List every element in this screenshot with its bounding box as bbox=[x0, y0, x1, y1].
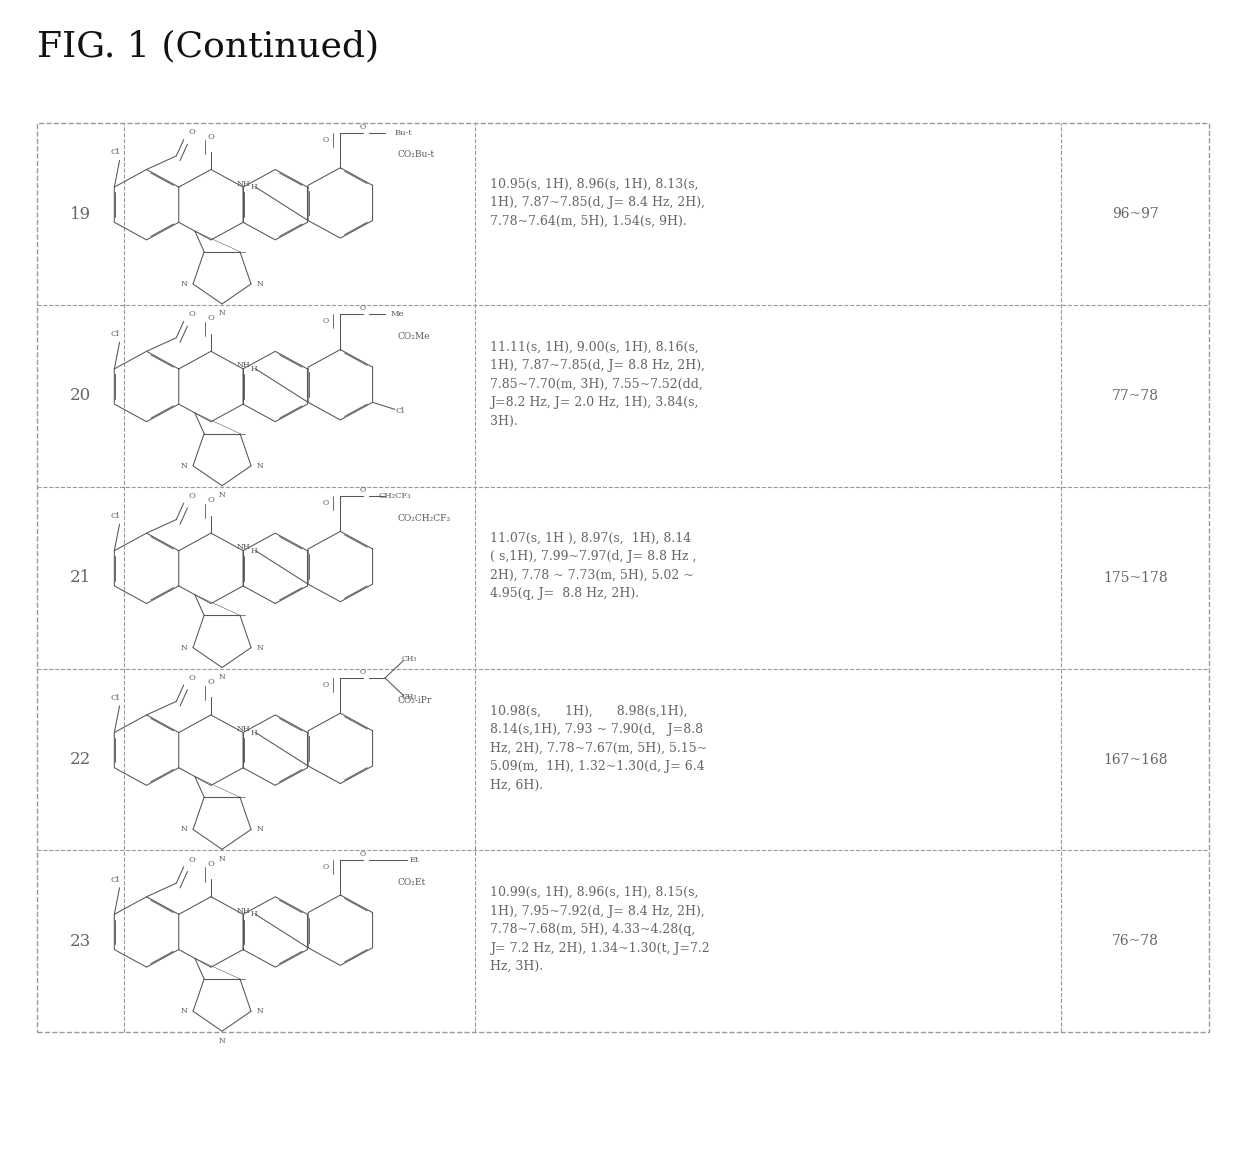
Text: O: O bbox=[188, 493, 196, 500]
Text: O: O bbox=[207, 860, 215, 868]
Text: O: O bbox=[360, 487, 366, 494]
Text: O: O bbox=[360, 669, 366, 676]
Text: 21: 21 bbox=[69, 569, 92, 586]
Text: Cl: Cl bbox=[110, 148, 119, 156]
Text: 10.98(s,      1H),      8.98(s,1H),
8.14(s,1H), 7.93 ~ 7.90(d,   J=8.8
Hz, 2H), : 10.98(s, 1H), 8.98(s,1H), 8.14(s,1H), 7.… bbox=[490, 704, 708, 792]
Text: H: H bbox=[250, 728, 258, 737]
Text: O: O bbox=[322, 318, 329, 325]
Text: O: O bbox=[322, 136, 329, 143]
Text: Me: Me bbox=[391, 311, 404, 318]
Text: CO₂-iPr: CO₂-iPr bbox=[397, 696, 432, 705]
Text: 96~97: 96~97 bbox=[1112, 208, 1158, 221]
Text: O: O bbox=[188, 856, 196, 863]
Text: 167~168: 167~168 bbox=[1102, 753, 1167, 766]
Text: Bu-t: Bu-t bbox=[394, 129, 413, 136]
Text: 10.99(s, 1H), 8.96(s, 1H), 8.15(s,
1H), 7.95~7.92(d, J= 8.4 Hz, 2H),
7.78~7.68(m: 10.99(s, 1H), 8.96(s, 1H), 8.15(s, 1H), … bbox=[490, 886, 711, 974]
Text: NH: NH bbox=[237, 179, 250, 188]
Text: NH: NH bbox=[237, 543, 250, 551]
Text: N: N bbox=[181, 644, 187, 652]
Text: H: H bbox=[250, 910, 258, 918]
Text: H: H bbox=[250, 183, 258, 191]
Text: 10.95(s, 1H), 8.96(s, 1H), 8.13(s,
1H), 7.87~7.85(d, J= 8.4 Hz, 2H),
7.78~7.64(m: 10.95(s, 1H), 8.96(s, 1H), 8.13(s, 1H), … bbox=[490, 177, 706, 228]
Text: Et: Et bbox=[410, 856, 419, 863]
Text: Cl: Cl bbox=[396, 407, 405, 415]
Text: N: N bbox=[181, 280, 187, 289]
Text: 11.07(s, 1H ), 8.97(s,  1H), 8.14
( s,1H), 7.99~7.97(d, J= 8.8 Hz ,
2H), 7.78 ~ : 11.07(s, 1H ), 8.97(s, 1H), 8.14 ( s,1H)… bbox=[490, 531, 697, 601]
Text: NH: NH bbox=[237, 907, 250, 915]
Bar bbox=[37, 123, 1209, 1032]
Text: O: O bbox=[188, 674, 196, 682]
Text: N: N bbox=[257, 826, 263, 834]
Text: N: N bbox=[181, 826, 187, 834]
Text: N: N bbox=[257, 1008, 263, 1016]
Text: O: O bbox=[207, 314, 215, 323]
Text: O: O bbox=[207, 496, 215, 504]
Text: Cl: Cl bbox=[110, 330, 119, 338]
Text: Cl: Cl bbox=[110, 875, 119, 883]
Text: Cl: Cl bbox=[110, 511, 119, 520]
Text: CH₂CF₃: CH₂CF₃ bbox=[378, 493, 412, 500]
Text: O: O bbox=[188, 129, 196, 136]
Text: O: O bbox=[207, 678, 215, 686]
Text: O: O bbox=[360, 305, 366, 312]
Text: N: N bbox=[218, 491, 226, 500]
Text: N: N bbox=[218, 855, 226, 863]
Text: CO₂Et: CO₂Et bbox=[397, 877, 425, 887]
Text: N: N bbox=[257, 644, 263, 652]
Text: O: O bbox=[188, 311, 196, 318]
Text: N: N bbox=[218, 310, 226, 318]
Text: N: N bbox=[257, 462, 263, 470]
Text: CO₂CH₂CF₃: CO₂CH₂CF₃ bbox=[397, 514, 450, 523]
Text: N: N bbox=[181, 1008, 187, 1016]
Text: 11.11(s, 1H), 9.00(s, 1H), 8.16(s,
1H), 7.87~7.85(d, J= 8.8 Hz, 2H),
7.85~7.70(m: 11.11(s, 1H), 9.00(s, 1H), 8.16(s, 1H), … bbox=[490, 340, 706, 428]
Text: 20: 20 bbox=[69, 387, 92, 405]
Text: O: O bbox=[360, 123, 366, 130]
Text: CH₃: CH₃ bbox=[402, 693, 417, 701]
Text: H: H bbox=[250, 547, 258, 555]
Text: O: O bbox=[322, 500, 329, 507]
Text: CH₃: CH₃ bbox=[402, 655, 417, 663]
Text: O: O bbox=[360, 850, 366, 857]
Text: O: O bbox=[207, 133, 215, 141]
Text: 23: 23 bbox=[69, 933, 92, 950]
Text: NH: NH bbox=[237, 361, 250, 369]
Text: N: N bbox=[218, 673, 226, 682]
Text: 77~78: 77~78 bbox=[1112, 389, 1158, 402]
Text: 175~178: 175~178 bbox=[1102, 571, 1168, 584]
Text: CO₂Bu-t: CO₂Bu-t bbox=[397, 150, 434, 160]
Text: 22: 22 bbox=[69, 751, 92, 768]
Text: N: N bbox=[257, 280, 263, 289]
Text: N: N bbox=[181, 462, 187, 470]
Text: Cl: Cl bbox=[110, 693, 119, 701]
Text: O: O bbox=[322, 863, 329, 870]
Text: 76~78: 76~78 bbox=[1112, 935, 1158, 948]
Text: H: H bbox=[250, 365, 258, 373]
Text: NH: NH bbox=[237, 725, 250, 733]
Text: N: N bbox=[218, 1037, 226, 1045]
Text: CO₂Me: CO₂Me bbox=[397, 332, 430, 341]
Text: FIG. 1 (Continued): FIG. 1 (Continued) bbox=[37, 29, 379, 63]
Text: 19: 19 bbox=[69, 205, 91, 223]
Text: O: O bbox=[322, 682, 329, 689]
